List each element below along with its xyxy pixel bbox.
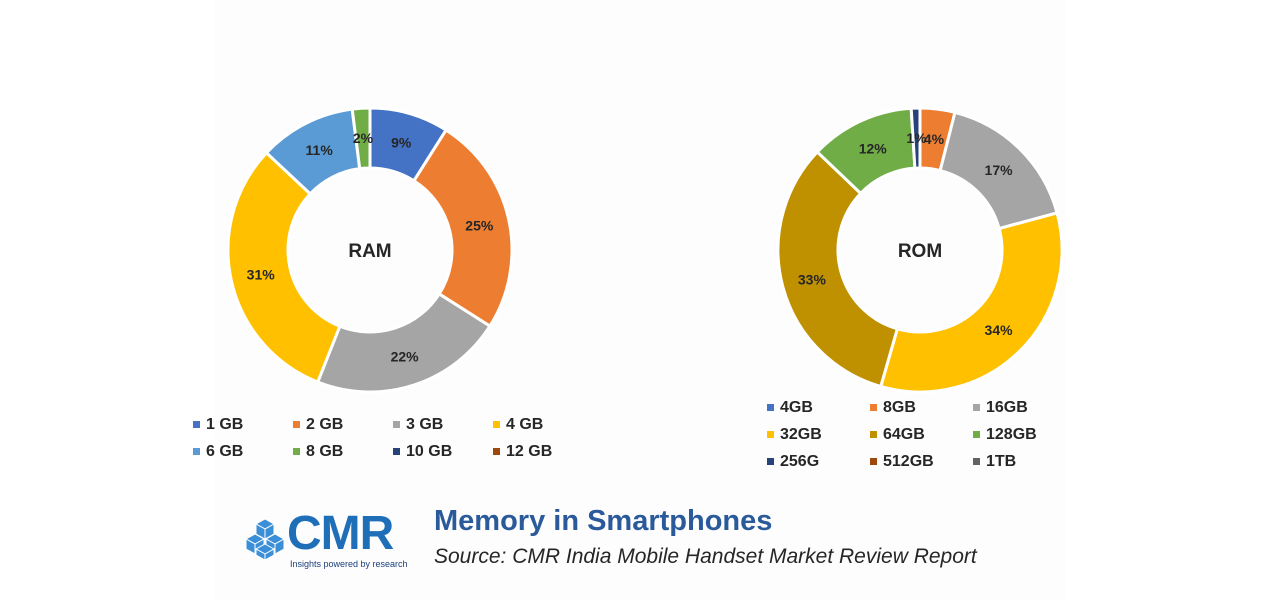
rom-legend-swatch — [767, 404, 774, 411]
ram-legend-swatch — [393, 448, 400, 455]
rom-legend: 4GB 8GB 16GB 32GB 64GB 128GB 256G 512GB 1TB — [767, 394, 1087, 475]
background-panel — [215, 0, 1065, 600]
rom-legend-item: 128GB — [973, 426, 1076, 444]
rom-legend-swatch — [767, 431, 774, 438]
rom-legend-item: 64GB — [870, 426, 973, 444]
rom-legend-item: 32GB — [767, 426, 870, 444]
ram-legend-label: 3 GB — [406, 415, 444, 433]
ram-legend-swatch — [293, 421, 300, 428]
rom-legend-swatch — [870, 431, 877, 438]
rom-legend-item: 256G — [767, 453, 870, 471]
rom-legend-item: 4GB — [767, 399, 870, 417]
rom-legend-label: 256G — [780, 452, 820, 470]
logo-tagline: Insights powered by research — [290, 559, 408, 569]
ram-legend-item: 2 GB — [293, 416, 393, 434]
rom-legend-label: 128GB — [986, 425, 1037, 443]
rom-data-label: 17% — [985, 162, 1014, 178]
footer-title: Memory in Smartphones — [434, 505, 773, 537]
ram-legend-swatch — [493, 421, 500, 428]
rom-data-label: 33% — [798, 271, 827, 287]
ram-legend-label: 10 GB — [406, 442, 453, 460]
ram-donut-chart: 9% 25% 22% 31% 11% 2% RAM — [226, 106, 514, 394]
rom-legend-label: 512GB — [883, 452, 934, 470]
ram-data-label: 22% — [391, 349, 420, 365]
rom-legend-swatch — [767, 458, 774, 465]
ram-data-label: 9% — [391, 134, 412, 150]
rom-legend-item: 1TB — [973, 453, 1076, 471]
ram-legend-item: 1 GB — [193, 416, 293, 434]
rom-legend-label: 16GB — [986, 398, 1028, 416]
rom-legend-swatch — [973, 431, 980, 438]
rom-legend-swatch — [973, 404, 980, 411]
ram-data-label: 11% — [306, 142, 334, 158]
ram-legend-item: 6 GB — [193, 443, 293, 461]
ram-legend-row: 1 GB 2 GB 3 GB 4 GB — [193, 411, 593, 438]
rom-donut-chart: 4% 17% 34% 33% 12% 1% ROM — [776, 106, 1064, 394]
ram-legend: 1 GB 2 GB 3 GB 4 GB 6 GB 8 GB 10 GB 12 GB — [193, 411, 593, 465]
ram-legend-swatch — [493, 448, 500, 455]
rom-data-label: 4% — [924, 131, 945, 147]
ram-legend-label: 2 GB — [306, 415, 344, 433]
ram-legend-row: 6 GB 8 GB 10 GB 12 GB — [193, 438, 593, 465]
rom-legend-label: 64GB — [883, 425, 925, 443]
ram-legend-label: 12 GB — [506, 442, 553, 460]
rom-legend-label: 1TB — [986, 452, 1017, 470]
rom-data-label: 1% — [906, 130, 927, 146]
logo-wordmark: CMR — [287, 507, 394, 560]
ram-legend-swatch — [193, 448, 200, 455]
rom-legend-swatch — [870, 458, 877, 465]
ram-legend-item: 12 GB — [493, 443, 593, 461]
rom-data-label: 12% — [859, 140, 888, 156]
ram-slice-2gb — [411, 128, 514, 329]
rom-legend-label: 8GB — [883, 398, 916, 416]
rom-legend-item: 512GB — [870, 453, 973, 471]
footer-source: Source: CMR India Mobile Handset Market … — [434, 545, 977, 568]
ram-legend-swatch — [193, 421, 200, 428]
ram-slice-4gb — [226, 150, 342, 384]
ram-data-label: 2% — [353, 130, 374, 146]
ram-legend-label: 4 GB — [506, 415, 544, 433]
ram-center-title: RAM — [348, 241, 391, 262]
ram-slice-3gb — [315, 291, 492, 394]
rom-slice-256g — [909, 106, 922, 170]
rom-slice-64gb — [776, 149, 900, 389]
ram-legend-item: 10 GB — [393, 443, 493, 461]
rom-legend-swatch — [973, 458, 980, 465]
rom-legend-swatch — [870, 404, 877, 411]
rom-legend-label: 4GB — [780, 398, 813, 416]
rom-legend-item: 16GB — [973, 399, 1076, 417]
ram-legend-label: 1 GB — [206, 415, 244, 433]
ram-slice-8gb — [350, 106, 372, 171]
cmr-logo: CMR Insights powered by research — [243, 507, 413, 572]
ram-data-label: 31% — [247, 266, 276, 282]
ram-data-label: 25% — [465, 218, 494, 234]
rom-center-title: ROM — [898, 241, 942, 262]
cube-cluster-icon — [244, 518, 286, 561]
rom-legend-row: 4GB 8GB 16GB — [767, 394, 1087, 421]
ram-legend-item: 3 GB — [393, 416, 493, 434]
ram-legend-label: 6 GB — [206, 442, 244, 460]
ram-legend-swatch — [393, 421, 400, 428]
rom-legend-item: 8GB — [870, 399, 973, 417]
rom-legend-row: 32GB 64GB 128GB — [767, 421, 1087, 448]
ram-legend-item: 8 GB — [293, 443, 393, 461]
ram-legend-item: 4 GB — [493, 416, 593, 434]
rom-legend-row: 256G 512GB 1TB — [767, 448, 1087, 475]
rom-data-label: 34% — [985, 322, 1014, 338]
ram-legend-label: 8 GB — [306, 442, 344, 460]
rom-slice-32gb — [878, 211, 1064, 394]
ram-legend-swatch — [293, 448, 300, 455]
rom-legend-label: 32GB — [780, 425, 822, 443]
